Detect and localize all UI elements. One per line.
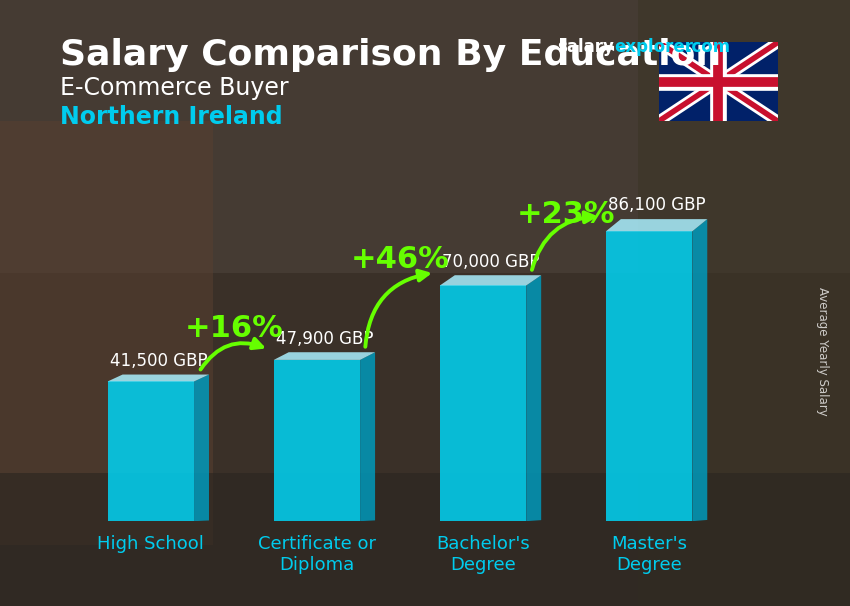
Polygon shape: [360, 352, 375, 521]
Text: Salary Comparison By Education: Salary Comparison By Education: [60, 38, 721, 72]
Text: 70,000 GBP: 70,000 GBP: [442, 253, 539, 270]
Bar: [0, 473, 850, 606]
Text: +16%: +16%: [184, 314, 283, 343]
Polygon shape: [692, 219, 707, 521]
Polygon shape: [439, 275, 541, 285]
Text: 47,900 GBP: 47,900 GBP: [275, 330, 373, 347]
Polygon shape: [274, 360, 360, 521]
Polygon shape: [439, 285, 526, 521]
Text: salary: salary: [557, 38, 614, 56]
Polygon shape: [606, 231, 692, 521]
Polygon shape: [526, 275, 541, 521]
Text: +23%: +23%: [517, 201, 615, 229]
Polygon shape: [108, 375, 209, 381]
Polygon shape: [108, 381, 194, 521]
Text: .com: .com: [685, 38, 730, 56]
Text: +46%: +46%: [350, 245, 450, 275]
Text: Average Yearly Salary: Average Yearly Salary: [816, 287, 829, 416]
Polygon shape: [274, 352, 375, 360]
Text: 41,500 GBP: 41,500 GBP: [110, 352, 207, 370]
Bar: [638, 0, 850, 606]
Text: E-Commerce Buyer: E-Commerce Buyer: [60, 76, 288, 100]
Polygon shape: [194, 375, 209, 521]
Bar: [0, 121, 212, 545]
Text: Northern Ireland: Northern Ireland: [60, 105, 282, 130]
Text: 86,100 GBP: 86,100 GBP: [608, 196, 706, 215]
Bar: [0, 0, 850, 273]
Polygon shape: [606, 219, 707, 231]
Text: explorer: explorer: [615, 38, 694, 56]
